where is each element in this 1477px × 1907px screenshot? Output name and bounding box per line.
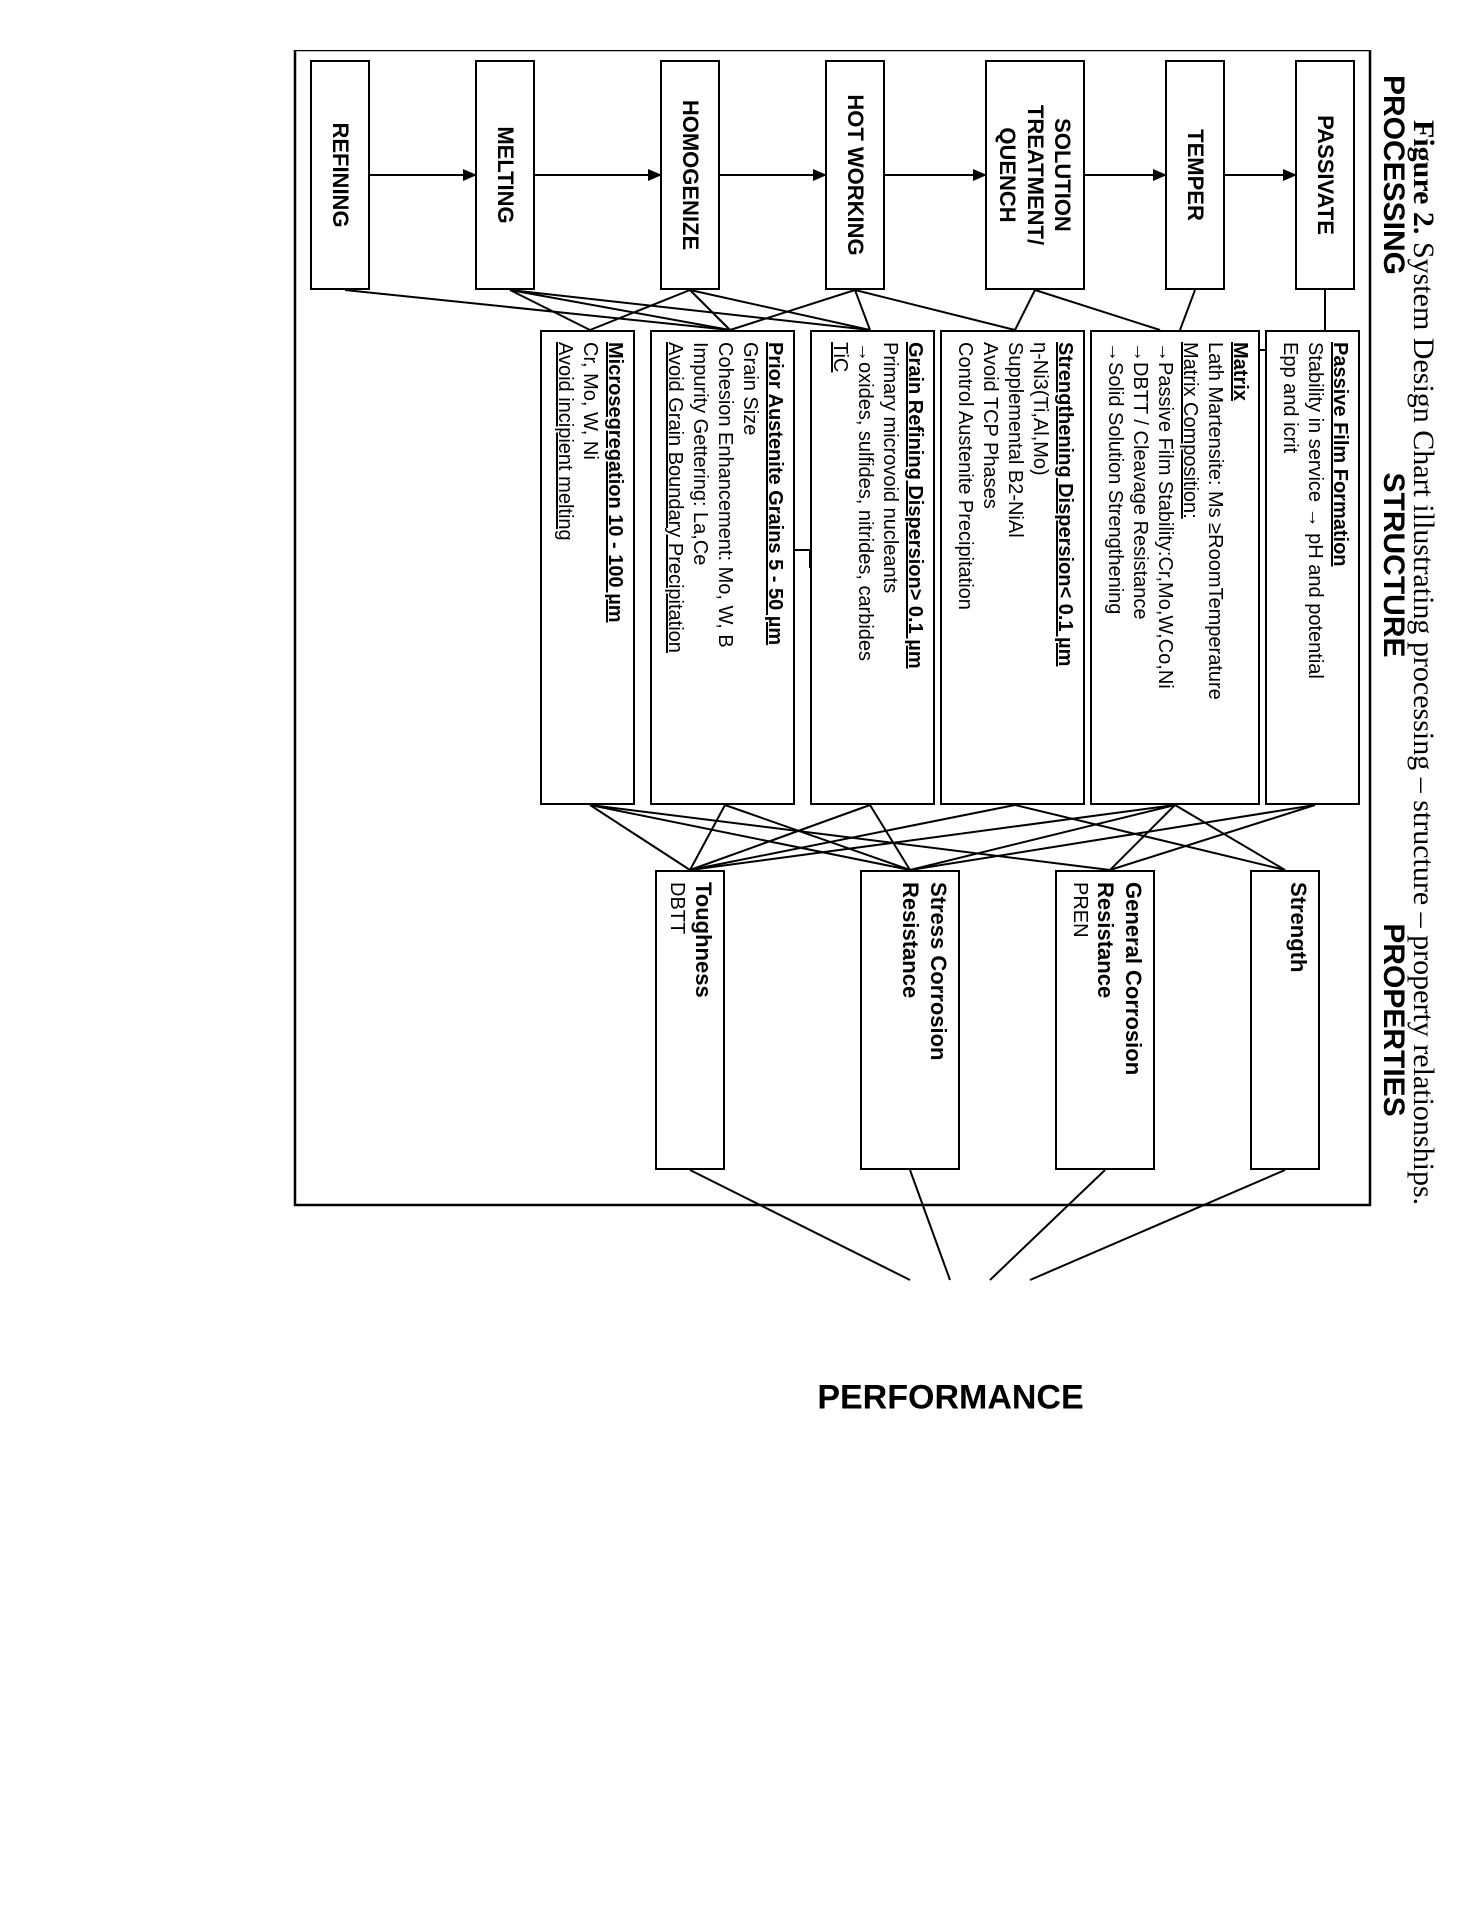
matrix-title: Matrix [1227, 342, 1252, 793]
strength-disp-l1: η-Ni3(Ti,Al,Mo) [1027, 342, 1052, 793]
microseg-title: Microsegregation 10 - 100 µm [602, 342, 627, 793]
diagram-root: PROCESSING STRUCTURE PROPERTIES PASSIVAT… [30, 50, 1410, 1410]
passive-film-title: Passive Film Formation [1327, 342, 1352, 793]
passive-film-l1: Stability in service → pH and potential [1302, 342, 1327, 793]
struct-microseg: Microsegregation 10 - 100 µm Cr, Mo, W, … [540, 330, 635, 805]
passive-film-l2: Epp and icrit [1277, 342, 1302, 793]
struct-passive-film: Passive Film Formation Stability in serv… [1265, 330, 1360, 805]
header-properties: PROPERTIES [1376, 870, 1410, 1170]
proc-refining: REFINING [310, 60, 370, 290]
proc-temper: TEMPER [1165, 60, 1225, 290]
proc-melting: MELTING [475, 60, 535, 290]
matrix-l4: →DBTT / Cleavage Resistance [1127, 342, 1152, 793]
microseg-l1: Cr, Mo, W, Ni [577, 342, 602, 793]
header-processing: PROCESSING [1376, 60, 1410, 290]
prop-toughness-sub: DBTT [665, 882, 690, 1158]
caption-rest: System Design Chart illustrating process… [1407, 234, 1440, 1205]
performance-label: PERFORMANCE [817, 1379, 1083, 1418]
proc-homogenize: HOMOGENIZE [660, 60, 720, 290]
grain-ref-l2: →oxides, sulfides, nitrides, carbides [852, 342, 877, 793]
strength-disp-l4: Control Austenite Precipitation [952, 342, 977, 793]
microseg-l2: Avoid incipient melting [552, 342, 577, 793]
prior-aust-l1: Grain Size [737, 342, 762, 793]
prop-gen-corr-sub: PREN [1067, 882, 1092, 1158]
prop-toughness: Toughness DBTT [655, 870, 725, 1170]
figure-caption: Figure 2. System Design Chart illustrati… [1406, 120, 1440, 1420]
grain-ref-title: Grain Refining Dispersion> 0.1 µm [902, 342, 927, 793]
proc-solution: SOLUTION TREATMENT/ QUENCH [985, 60, 1085, 290]
caption-bold: Figure 2. [1407, 120, 1440, 234]
prop-toughness-title: Toughness [690, 882, 718, 1158]
struct-grain-ref: Grain Refining Dispersion> 0.1 µm Primar… [810, 330, 935, 805]
struct-matrix: Matrix Lath Martensite: Ms ≥RoomTemperat… [1090, 330, 1260, 805]
proc-hotworking: HOT WORKING [825, 60, 885, 290]
matrix-l5: →Solid Solution Strengthening [1102, 342, 1127, 793]
struct-prior-aust: Prior Austenite Grains 5 - 50 µm Grain S… [650, 330, 795, 805]
header-structure: STRUCTURE [1376, 400, 1410, 730]
matrix-l2: Matrix Composition: [1177, 342, 1202, 793]
prop-gen-corr: General Corrosion Resistance PREN [1055, 870, 1155, 1170]
struct-strength-disp: Strengthening Dispersion< 0.1 µm η-Ni3(T… [940, 330, 1085, 805]
prop-strength-title: Strength [1285, 882, 1313, 1158]
strength-disp-title: Strengthening Dispersion< 0.1 µm [1052, 342, 1077, 793]
prior-aust-l2: Cohesion Enhancement: Mo, W, B [712, 342, 737, 793]
prop-stress-corr: Stress Corrosion Resistance [860, 870, 960, 1170]
grain-ref-l3: TiC [827, 342, 852, 793]
prop-strength: Strength [1250, 870, 1320, 1170]
strength-disp-l3: Avoid TCP Phases [977, 342, 1002, 793]
proc-passivate: PASSIVATE [1295, 60, 1355, 290]
grain-ref-l1: Primary microvoid nucleants [877, 342, 902, 793]
strength-disp-l2: Supplemental B2-NiAl [1002, 342, 1027, 793]
prior-aust-l4: Avoid Grain Boundary Precipitation [662, 342, 687, 793]
prop-stress-corr-title: Stress Corrosion Resistance [897, 882, 952, 1158]
matrix-l3: →Passive Film Stability:Cr,Mo,W,Co,Ni [1152, 342, 1177, 793]
prior-aust-title: Prior Austenite Grains 5 - 50 µm [762, 342, 787, 793]
matrix-l1: Lath Martensite: Ms ≥RoomTemperature [1202, 342, 1227, 793]
prop-gen-corr-title: General Corrosion Resistance [1092, 882, 1147, 1158]
prior-aust-l3: Impurity Gettering: La,Ce [687, 342, 712, 793]
